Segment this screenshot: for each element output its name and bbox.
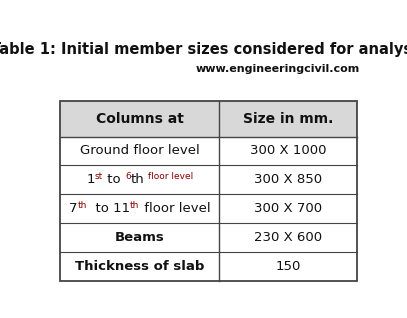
Text: 7: 7 xyxy=(69,202,78,215)
Text: to: to xyxy=(103,173,125,186)
Text: 1: 1 xyxy=(86,173,95,186)
Bar xyxy=(60,100,357,137)
Text: 150: 150 xyxy=(275,260,301,273)
Text: Table 1: Initial member sizes considered for analysis: Table 1: Initial member sizes considered… xyxy=(0,42,407,57)
Text: st: st xyxy=(95,172,103,181)
Bar xyxy=(60,194,357,223)
Text: floor level: floor level xyxy=(144,172,193,181)
Text: th: th xyxy=(78,201,87,210)
Text: floor level: floor level xyxy=(140,202,210,215)
Text: th: th xyxy=(130,201,140,210)
Text: th: th xyxy=(131,173,144,186)
Text: 230 X 600: 230 X 600 xyxy=(254,231,322,244)
Text: Ground floor level: Ground floor level xyxy=(80,144,199,157)
Text: to 11: to 11 xyxy=(87,202,130,215)
Bar xyxy=(60,137,357,165)
Text: Beams: Beams xyxy=(115,231,164,244)
Bar xyxy=(60,223,357,252)
Text: Size in mm.: Size in mm. xyxy=(243,112,333,126)
Bar xyxy=(60,165,357,194)
Text: 300 X 700: 300 X 700 xyxy=(254,202,322,215)
Bar xyxy=(60,252,357,280)
Text: 6: 6 xyxy=(125,172,131,181)
Text: Columns at: Columns at xyxy=(96,112,184,126)
Bar xyxy=(60,100,357,280)
Text: www.engineeringcivil.com: www.engineeringcivil.com xyxy=(196,64,360,74)
Text: Thickness of slab: Thickness of slab xyxy=(75,260,204,273)
Text: 300 X 1000: 300 X 1000 xyxy=(249,144,326,157)
Text: 300 X 850: 300 X 850 xyxy=(254,173,322,186)
